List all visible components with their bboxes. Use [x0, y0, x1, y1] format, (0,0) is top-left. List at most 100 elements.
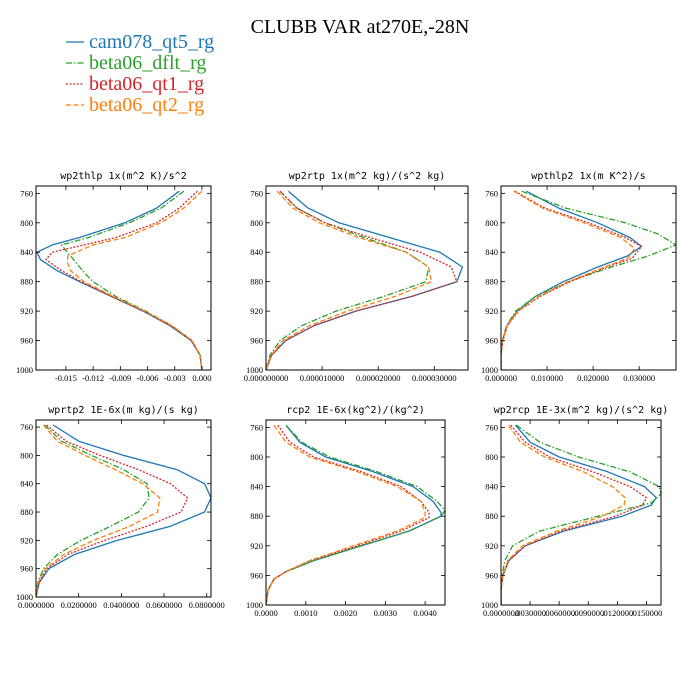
y-tick-label: 1000	[246, 365, 263, 375]
series-line-beta06_qt2_rg	[501, 424, 626, 605]
x-tick-label: .0150000	[631, 608, 663, 618]
y-tick-label: 880	[20, 507, 33, 517]
x-tick-label: 0.000010000	[300, 373, 345, 383]
x-tick-label: 0.0000	[254, 608, 277, 618]
chart-panel-2: wp2rtp 1x(m^2 kg)/(s^2 kg) 760 800 840 880 92…	[244, 171, 469, 383]
series-line-beta06_qt2_rg	[266, 190, 433, 370]
y-tick-label: 760	[250, 422, 263, 432]
x-tick-label: 0.0020	[334, 608, 357, 618]
x-tick-label: 0.0010	[294, 608, 317, 618]
x-tick-label: 0.000030000	[412, 373, 457, 383]
y-tick-label: 800	[485, 218, 498, 228]
chart-panel-6: wp2rcp 1E-3x(m^2 kg)/(s^2 kg) 760 800 840 88…	[481, 405, 668, 618]
series-group	[501, 190, 676, 370]
series-line-beta06_dflt_rg	[36, 424, 150, 597]
y-tick-label: 760	[485, 188, 498, 198]
series-line-cam078_qt5_rg	[501, 424, 657, 605]
series-line-beta06_qt1_rg	[45, 190, 203, 370]
panel-title: wprtp2 1E-6x(m kg)/(s kg)	[48, 405, 199, 416]
y-tick-label: 880	[20, 277, 33, 287]
y-tick-label: 960	[485, 336, 498, 346]
x-tick-label: 0.0600000	[146, 600, 182, 610]
chart-panel-1: wp2thlp 1x(m^2 K)/s^2 760 800 840 880 920 960 1…	[16, 171, 212, 383]
legend-label-beta06_qt2_rg: beta06_qt2_rg	[89, 94, 204, 116]
series-group	[266, 424, 445, 605]
panel-title: rcp2 1E-6x(kg^2)/(kg^2)	[286, 405, 424, 416]
y-tick-label: 840	[485, 247, 498, 257]
x-tick-label: 0.000020000	[356, 373, 401, 383]
x-tick-label: 0.0040	[413, 608, 436, 618]
plot-frame	[500, 185, 677, 371]
x-tick-label: 0.000	[192, 373, 211, 383]
x-tick-label: 0.010000	[531, 373, 563, 383]
y-tick-label: 920	[250, 541, 263, 551]
series-group	[36, 190, 203, 370]
x-tick-label: -0.012	[82, 373, 104, 383]
x-tick-label: 0.0000000	[483, 608, 519, 618]
x-tick-label: 0.0200000	[61, 600, 97, 610]
chart-panel-5: rcp2 1E-6x(kg^2)/(kg^2) 760 800 840 880 920 96…	[246, 405, 446, 618]
y-tick-label: 880	[250, 277, 263, 287]
chart-panel-4: wprtp2 1E-6x(m kg)/(s kg) 760 800 840 880 920…	[16, 405, 225, 610]
x-tick-label: 0.0800000	[189, 600, 225, 610]
y-tick-label: 800	[20, 218, 33, 228]
panel-title: wp2rcp 1E-3x(m^2 kg)/(s^2 kg)	[494, 405, 669, 416]
series-line-beta06_dflt_rg	[501, 424, 661, 605]
legend: cam078_qt5_rgbeta06_dflt_rgbeta06_qt1_rg…	[66, 31, 214, 116]
series-line-cam078_qt5_rg	[266, 424, 442, 605]
series-line-cam078_qt5_rg	[36, 190, 203, 370]
series-line-beta06_qt2_rg	[501, 190, 636, 370]
series-group	[36, 424, 211, 597]
y-tick-label: 800	[250, 452, 263, 462]
y-tick-label: 840	[250, 482, 263, 492]
y-tick-label: 920	[485, 306, 498, 316]
y-tick-label: 920	[485, 541, 498, 551]
y-tick-label: 760	[20, 422, 33, 432]
y-tick-label: 960	[250, 570, 263, 580]
x-tick-label: .0060000	[543, 608, 575, 618]
y-tick-label: 800	[250, 218, 263, 228]
y-tick-label: 960	[20, 564, 33, 574]
legend-label-beta06_dflt_rg: beta06_dflt_rg	[89, 52, 206, 74]
x-tick-label: 0.0000000	[18, 600, 54, 610]
y-tick-label: 840	[20, 479, 33, 489]
figure-title: CLUBB VAR at270E,-28N	[251, 16, 470, 38]
y-tick-label: 760	[250, 188, 263, 198]
series-line-beta06_dflt_rg	[266, 190, 430, 370]
y-tick-label: 960	[485, 570, 498, 580]
series-line-beta06_qt1_rg	[266, 424, 430, 605]
y-tick-label: 760	[20, 188, 33, 198]
series-line-beta06_qt2_rg	[36, 424, 161, 597]
x-tick-label: -0.015	[55, 373, 77, 383]
panel-title: wpthlp2 1x(m K^2)/s	[531, 171, 645, 182]
y-tick-label: 800	[20, 450, 33, 460]
y-tick-label: 880	[485, 277, 498, 287]
y-tick-label: 840	[250, 247, 263, 257]
series-line-beta06_dflt_rg	[266, 424, 445, 605]
x-tick-label: -0.009	[109, 373, 131, 383]
series-line-cam078_qt5_rg	[266, 190, 464, 370]
y-tick-label: 920	[250, 306, 263, 316]
series-line-beta06_qt2_rg	[266, 424, 426, 605]
series-line-beta06_qt1_rg	[36, 424, 189, 597]
y-tick-label: 840	[20, 247, 33, 257]
y-tick-label: 760	[485, 422, 498, 432]
y-tick-label: 920	[20, 306, 33, 316]
series-line-beta06_qt1_rg	[501, 190, 643, 370]
y-tick-label: 1000	[246, 600, 263, 610]
x-tick-label: 0.020000	[577, 373, 609, 383]
series-line-beta06_dflt_rg	[501, 190, 676, 370]
plot-frame	[35, 185, 212, 371]
plot-frame	[35, 419, 212, 598]
chart-panels: wp2thlp 1x(m^2 K)/s^2 760 800 840 880 920 960 1…	[16, 171, 677, 618]
series-line-cam078_qt5_rg	[36, 424, 211, 597]
x-tick-label: 0.0400000	[103, 600, 139, 610]
series-group	[501, 424, 661, 605]
panel-title: wp2thlp 1x(m^2 K)/s^2	[60, 171, 186, 182]
x-tick-label: 0.000000	[485, 373, 517, 383]
y-tick-label: 880	[485, 511, 498, 521]
legend-label-beta06_qt1_rg: beta06_qt1_rg	[89, 73, 204, 95]
y-tick-label: 840	[485, 482, 498, 492]
x-tick-label: .0090000	[572, 608, 604, 618]
